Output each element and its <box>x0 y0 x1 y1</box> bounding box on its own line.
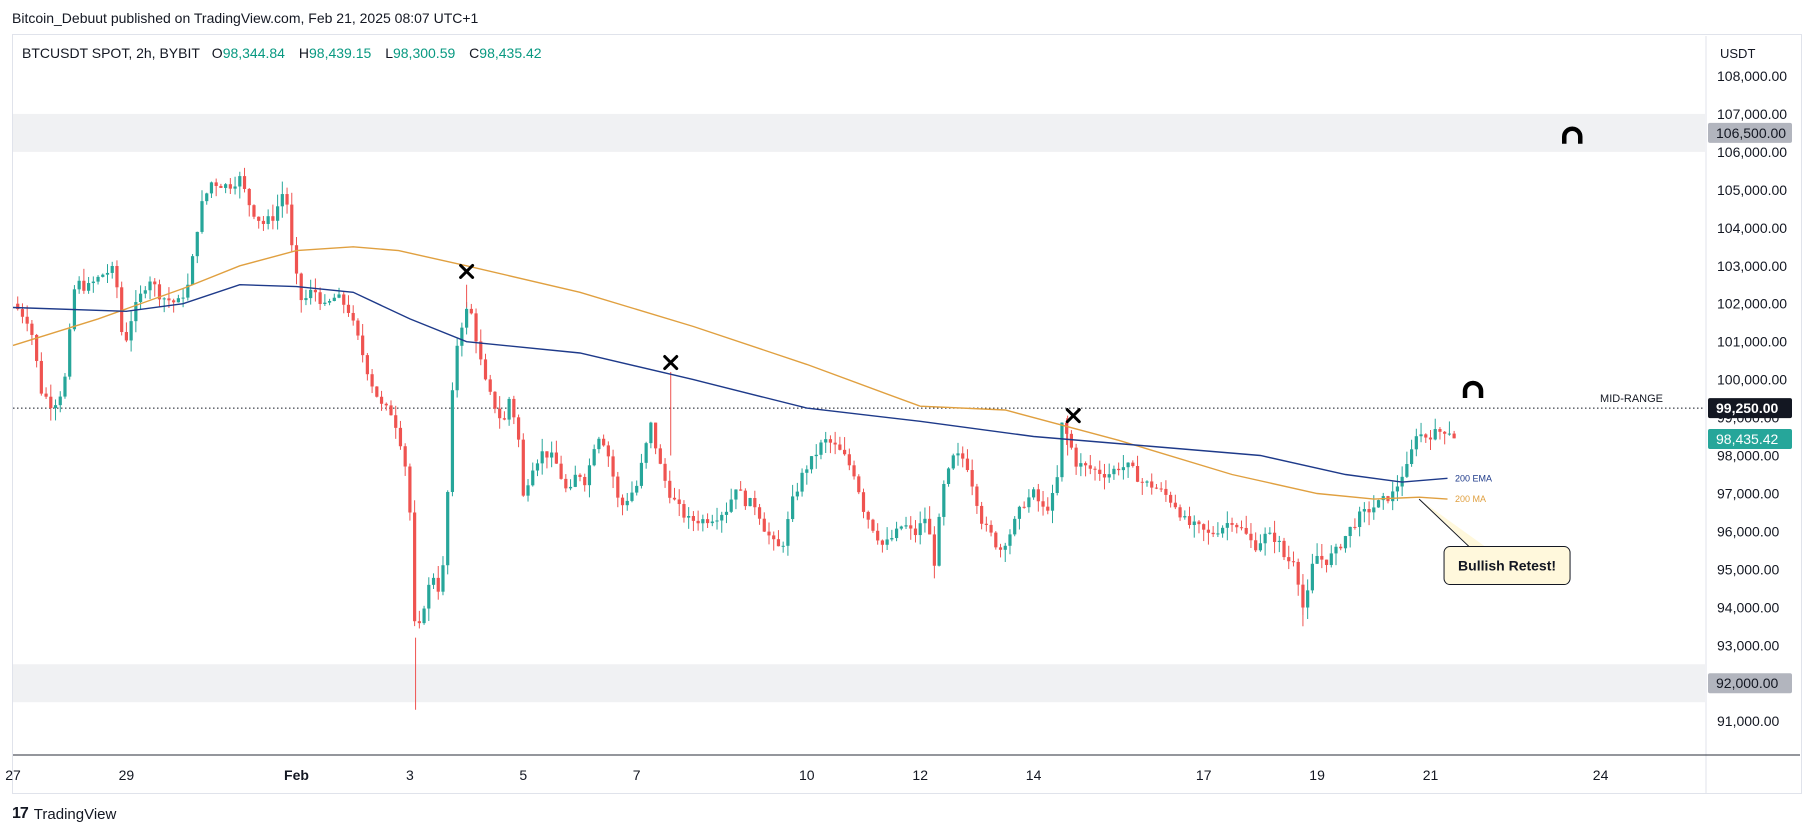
close-label: C <box>469 45 480 61</box>
low-label: L <box>385 45 393 61</box>
low-value: 98,300.59 <box>392 45 456 61</box>
ohlc-legend: BTCUSDT SPOT, 2h, BYBIT O98,344.84 H98,4… <box>22 45 552 61</box>
high-label: H <box>298 45 309 61</box>
tradingview-brand: TradingView <box>33 805 117 823</box>
tradingview-footer[interactable]: 17 TradingView <box>12 805 116 823</box>
high-value: 98,439.15 <box>309 45 372 61</box>
chart-frame <box>12 34 1802 794</box>
open-value: 98,344.84 <box>222 45 285 61</box>
tradingview-logo-icon: 17 <box>12 805 29 822</box>
open-label: O <box>211 45 223 61</box>
close-value: 98,435.42 <box>479 45 542 61</box>
symbol-label: BTCUSDT SPOT, 2h, BYBIT <box>22 45 200 61</box>
publish-caption: Bitcoin_Debuut published on TradingView.… <box>12 10 479 26</box>
